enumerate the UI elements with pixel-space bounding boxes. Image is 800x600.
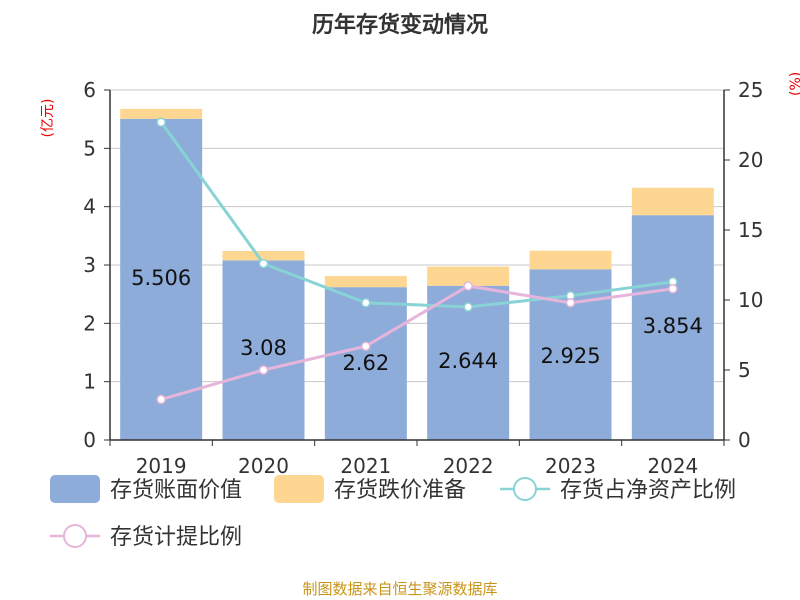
- legend-label: 存货跌价准备: [334, 478, 466, 503]
- bar-provision: [529, 250, 612, 270]
- y-left-tick-label: 3: [83, 253, 96, 277]
- line-net-asset-ratio: [159, 121, 674, 309]
- x-tick-label: 2019: [136, 454, 187, 478]
- y-left-tick-label: 0: [83, 428, 96, 452]
- chart-title: 历年存货变动情况: [312, 12, 488, 38]
- bar-data-label: 2.644: [438, 349, 498, 373]
- line-provision-ratio: [160, 284, 674, 401]
- bar-data-label: 3.08: [240, 336, 287, 360]
- y-right-tick-label: 25: [738, 78, 763, 102]
- bar-data-label: 5.506: [131, 266, 191, 290]
- bar-data-label: 2.62: [342, 351, 389, 375]
- y-right-tick-label: 20: [738, 148, 763, 172]
- bar-book-value: [120, 118, 203, 441]
- y-left-tick-label: 6: [83, 78, 96, 102]
- bar-book-value: [324, 287, 407, 440]
- line-point: [565, 298, 576, 308]
- legend-label: 存货计提比例: [110, 525, 242, 550]
- source-note: 制图数据来自恒生聚源数据库: [302, 580, 497, 598]
- line-point: [156, 117, 166, 127]
- x-tick-label: 2020: [238, 454, 289, 478]
- bar-provision: [120, 108, 203, 119]
- x-tick-label: 2023: [545, 454, 596, 478]
- line-point: [258, 258, 269, 269]
- bar-data-label: 2.925: [540, 344, 600, 368]
- y-left-tick-label: 4: [83, 195, 96, 219]
- line-point: [156, 394, 166, 405]
- y-left-tick-label: 5: [83, 136, 96, 160]
- line-point: [258, 365, 269, 375]
- y-left-label: (亿元): [40, 99, 56, 138]
- legend-marker: [63, 524, 87, 548]
- x-tick-label: 2021: [340, 454, 391, 478]
- legend-marker: [513, 477, 537, 501]
- y-right-tick-label: 15: [738, 218, 763, 242]
- bar-provision: [324, 276, 407, 288]
- line-point: [361, 341, 371, 351]
- bar-book-value: [222, 260, 305, 440]
- bar-provision: [427, 266, 510, 286]
- legend-swatch: [274, 475, 324, 503]
- y-right-tick-label: 5: [738, 358, 751, 382]
- x-tick-label: 2024: [647, 454, 698, 478]
- legend-swatch: [50, 475, 100, 503]
- y-right-tick-label: 10: [738, 288, 763, 312]
- y-left-tick-label: 2: [83, 311, 96, 335]
- legend-label: 存货占净资产比例: [560, 478, 736, 503]
- line-point: [361, 298, 371, 308]
- x-tick-label: 2022: [443, 454, 494, 478]
- line-point: [463, 281, 473, 291]
- y-left-tick-label: 1: [83, 370, 96, 394]
- legend-label: 存货账面价值: [110, 478, 242, 503]
- bar-provision: [631, 187, 714, 216]
- line-point: [668, 284, 678, 294]
- bar-provision: [222, 251, 305, 261]
- bar-data-label: 3.854: [643, 314, 703, 338]
- y-right-label: (%): [788, 72, 800, 96]
- line-point: [463, 302, 473, 312]
- y-right-tick-label: 0: [738, 428, 751, 452]
- bar-book-value: [631, 215, 714, 440]
